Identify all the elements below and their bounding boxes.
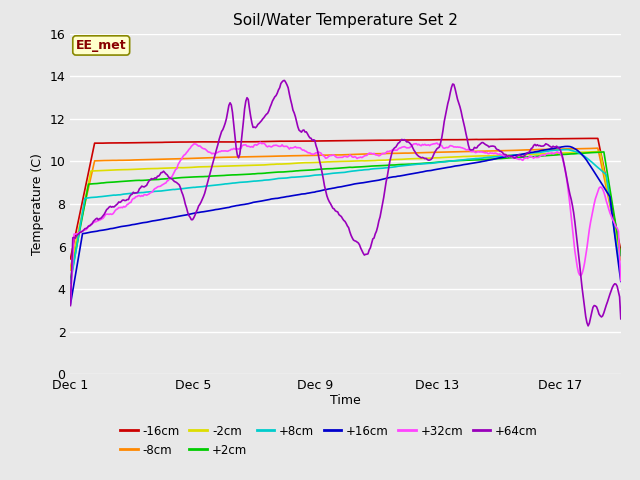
+32cm [257,140,264,145]
+32cm [310,152,317,157]
+32cm [337,155,345,160]
+16cm [617,278,625,284]
+32cm [617,278,625,284]
+32cm [532,155,540,160]
+16cm [67,302,74,308]
Title: Soil/Water Temperature Set 2: Soil/Water Temperature Set 2 [233,13,458,28]
Line: -16cm: -16cm [70,138,621,259]
-8cm [67,265,74,271]
+8cm [617,271,625,276]
-2cm [336,158,344,164]
+8cm [559,147,566,153]
-2cm [356,158,364,164]
-16cm [586,135,593,141]
Line: -8cm: -8cm [70,148,621,268]
-8cm [346,152,354,157]
-8cm [594,145,602,151]
Line: +2cm: +2cm [70,152,621,279]
-16cm [308,138,316,144]
+64cm [348,232,355,238]
+2cm [600,149,608,155]
+2cm [356,164,364,170]
+64cm [532,143,540,149]
+32cm [348,153,355,158]
+2cm [346,164,354,170]
-16cm [67,256,74,262]
-8cm [336,152,344,158]
Text: EE_met: EE_met [76,39,127,52]
+16cm [336,184,344,190]
-8cm [559,146,566,152]
+8cm [561,147,569,153]
X-axis label: Time: Time [330,394,361,407]
+16cm [308,190,316,195]
+16cm [346,182,354,188]
-2cm [617,257,625,263]
+2cm [336,165,344,171]
+64cm [310,137,317,143]
-16cm [531,136,539,142]
+2cm [617,252,625,258]
+64cm [337,214,345,219]
+32cm [560,161,568,167]
-16cm [346,138,354,144]
-8cm [356,151,364,157]
+16cm [564,144,572,149]
+64cm [584,323,592,329]
+64cm [560,161,568,167]
+64cm [67,303,74,309]
+16cm [559,144,566,150]
-2cm [346,158,354,164]
+8cm [336,170,344,176]
-16cm [336,138,344,144]
-2cm [67,267,74,273]
-2cm [559,150,566,156]
-8cm [531,147,539,153]
Line: -2cm: -2cm [70,152,621,270]
Line: +16cm: +16cm [70,146,621,305]
-8cm [617,252,625,258]
Line: +8cm: +8cm [70,150,621,283]
+32cm [67,301,74,307]
+8cm [531,150,539,156]
+32cm [357,154,365,160]
+8cm [308,173,316,179]
+2cm [559,152,566,157]
+8cm [356,168,364,173]
+2cm [308,167,316,173]
+8cm [67,280,74,286]
-16cm [617,248,625,253]
+64cm [281,78,289,84]
Y-axis label: Temperature (C): Temperature (C) [31,153,44,255]
-2cm [308,160,316,166]
Line: +32cm: +32cm [70,143,621,304]
+16cm [356,180,364,186]
Legend: -16cm, -8cm, -2cm, +2cm, +8cm, +16cm, +32cm, +64cm: -16cm, -8cm, -2cm, +2cm, +8cm, +16cm, +3… [120,425,538,456]
-16cm [559,136,566,142]
+16cm [531,149,539,155]
-8cm [308,153,316,158]
-16cm [356,138,364,144]
-2cm [531,151,539,157]
+2cm [67,276,74,282]
-2cm [596,149,604,155]
+8cm [346,168,354,174]
Line: +64cm: +64cm [70,81,621,326]
+2cm [531,154,539,159]
+64cm [357,245,365,251]
+64cm [617,316,625,322]
